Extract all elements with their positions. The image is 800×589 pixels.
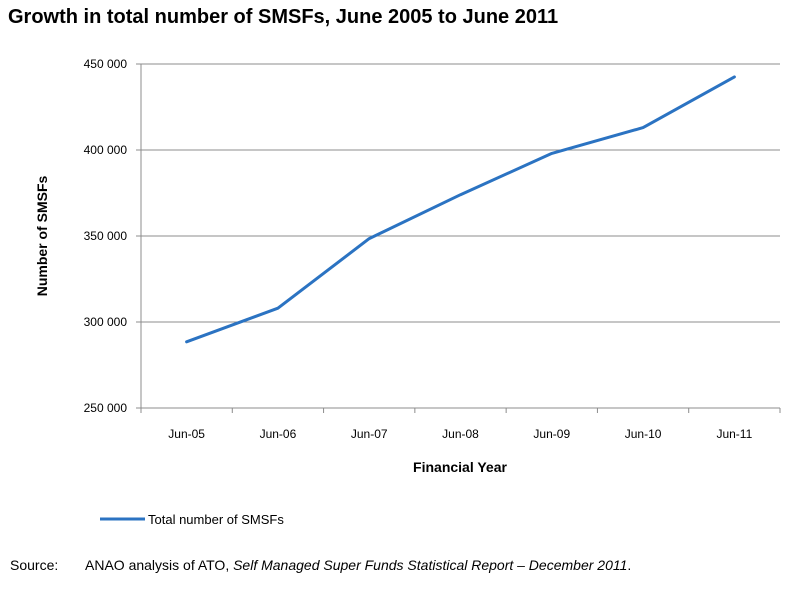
y-tick-labels: 250 000 300 000 350 000 400 000 450 000	[84, 57, 128, 415]
legend-label: Total number of SMSFs	[148, 512, 284, 527]
x-tick-label: Jun-11	[716, 427, 752, 441]
x-tick-label: Jun-10	[625, 427, 662, 441]
y-axis-label: Number of SMSFs	[34, 176, 50, 297]
source-prefix: ANAO analysis of ATO,	[85, 557, 234, 573]
gridlines	[136, 63, 781, 413]
source-suffix: .	[627, 557, 632, 573]
source-label: Source:	[10, 557, 59, 573]
x-tick-labels: Jun-05 Jun-06 Jun-07 Jun-08 Jun-09 Jun-10 Jun-…	[168, 427, 752, 441]
x-axis-label: Financial Year	[413, 459, 507, 475]
x-tick-label: Jun-09	[533, 427, 570, 441]
y-tick-label: 400 000	[84, 143, 128, 157]
x-tick-label: Jun-06	[260, 427, 297, 441]
x-tick-label: Jun-08	[442, 427, 479, 441]
source-report-title: Self Managed Super Funds Statistical Rep…	[233, 557, 628, 573]
y-tick-label: 450 000	[84, 57, 128, 71]
source-note: Source: ANAO analysis of ATO, Self Manage…	[10, 557, 631, 573]
x-tick-label: Jun-05	[168, 427, 205, 441]
y-tick-label: 250 000	[84, 401, 128, 415]
x-tick-label: Jun-07	[351, 427, 388, 441]
y-tick-label: 300 000	[84, 315, 128, 329]
y-tick-label: 350 000	[84, 229, 128, 243]
legend: Total number of SMSFs	[100, 512, 284, 527]
line-chart: 250 000 300 000 350 000 400 000 450 000 Jun-…	[34, 57, 781, 527]
chart-title: Growth in total number of SMSFs, June 20…	[8, 6, 559, 28]
series-line	[185, 75, 736, 344]
series-lines	[185, 75, 736, 344]
